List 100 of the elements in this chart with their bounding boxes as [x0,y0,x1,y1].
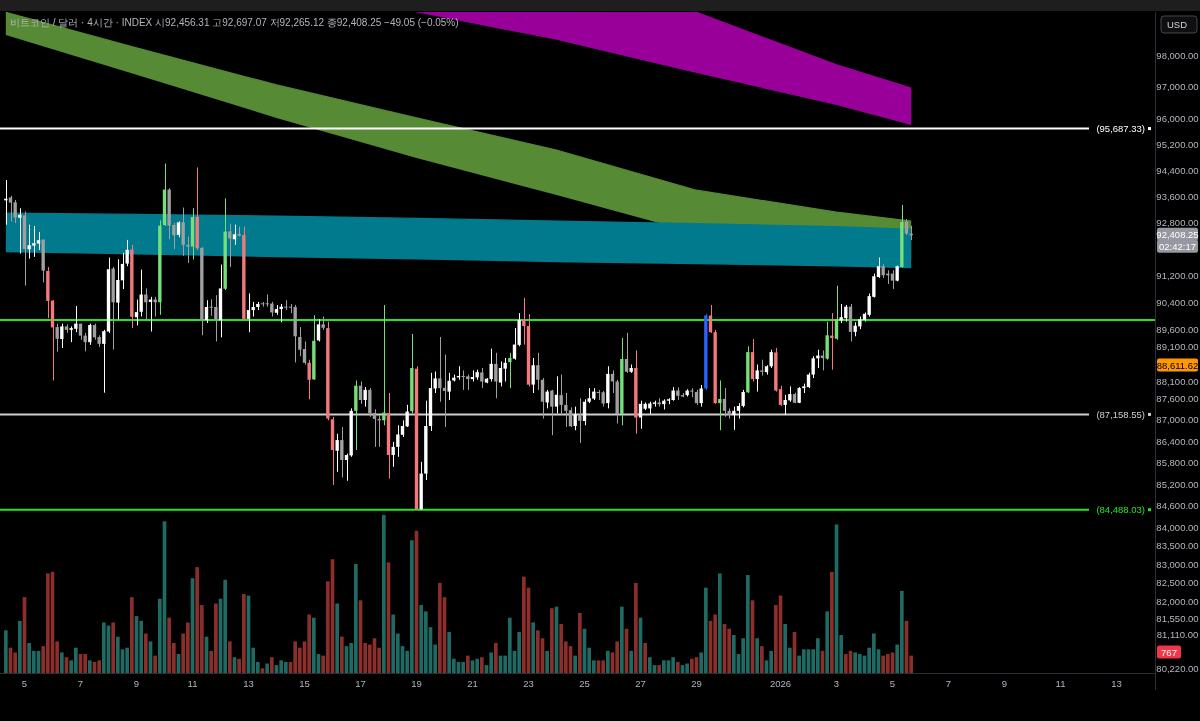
y-tick-label: 97,000.00 [1156,81,1199,93]
x-tick-label: 11 [1055,678,1066,689]
candlestick [8,195,13,222]
bar [825,611,829,673]
bar [606,650,610,673]
candlestick [522,297,526,346]
x-tick-label: 7 [945,678,952,689]
candlestick [545,389,549,409]
bar [662,660,666,673]
candlestick [228,223,232,268]
candlestick [578,397,582,444]
candlestick [246,292,251,333]
bar [830,571,834,673]
candlestick [732,406,736,431]
x-tick-label: 13 [1111,678,1122,689]
y-tick-label: 82,000.00 [1156,595,1199,607]
x-tick-label: 9 [1001,678,1008,689]
bar [223,579,227,673]
candlestick [834,285,839,341]
candlestick [531,357,535,394]
candlestick [550,389,554,436]
candlestick [307,359,311,400]
candlestick [494,352,498,399]
bar [270,657,274,673]
bar [755,638,759,673]
y-tick-label: 98,000.00 [1156,49,1199,61]
y-tick-label: 82,500.00 [1156,577,1199,589]
bar [102,622,106,673]
candlestick [503,357,507,383]
bar [88,660,92,673]
y-tick-label: 86,400.00 [1156,435,1199,447]
candlestick [564,392,568,428]
bar [265,663,269,673]
x-tick-label: 13 [243,678,254,689]
y-tick-label: 81,550.00 [1156,612,1199,624]
candlestick [204,299,209,324]
bar [531,622,535,673]
bar [480,657,484,673]
candlestick [783,394,787,416]
bar [130,597,134,673]
candlestick [438,336,442,403]
candlestick [722,387,727,418]
candlestick [335,433,339,473]
candlestick [186,236,190,264]
y-tick-label: 83,500.00 [1156,540,1199,552]
candlestick [88,323,92,346]
y-tick-label: 91,200.00 [1156,270,1199,282]
bar [643,642,647,673]
bar [13,652,17,673]
y-tick-label: 94,400.00 [1156,164,1199,176]
bar [382,515,386,673]
candlestick [508,352,512,389]
y-tick-label: 84,000.00 [1156,521,1199,533]
bar [340,636,344,673]
candlestick [363,386,367,408]
x-tick-label: 21 [467,678,478,689]
bar [335,603,339,673]
candlestick [116,258,120,320]
x-tick-label: 27 [635,678,646,689]
bar [676,661,680,673]
bar [144,633,148,673]
x-tick-label: 25 [579,678,590,689]
bar [4,630,8,673]
x-tick-label: 3 [833,678,840,689]
candlestick [498,360,503,387]
x-tick-label: 17 [355,678,366,689]
candlestick [18,207,22,255]
candlestick [340,426,344,479]
bar [461,661,465,673]
bar [615,641,619,673]
bar [620,606,624,673]
candlestick [536,352,540,391]
bar [718,573,722,673]
y-axis-title: USD [1167,19,1188,30]
candlestick [368,387,372,418]
bar [727,628,731,673]
candlestick [13,199,17,224]
bar [648,657,652,673]
candlestick [755,364,759,393]
bar [153,655,157,673]
bar [760,646,764,673]
bar [18,620,22,673]
y-tick-label: 83,000.00 [1156,558,1199,570]
bar [578,612,582,673]
candlestick [447,372,451,401]
candlestick [396,424,400,458]
text: 비트코인 / 달러 · 4시간 · INDEX 시92,456.31 고92,697.07 저92,265.12 종92,408.25 −49.05 (−0.05%) [10,17,459,28]
y-tick-label: 95,200.00 [1156,138,1199,150]
y-tick-label: 93,600.00 [1156,190,1199,202]
bar [489,652,493,673]
bar [139,620,143,673]
candlestick [480,367,484,389]
y-tick-label: 92,800.00 [1156,216,1199,228]
bar [307,614,311,673]
candlestick [302,340,307,366]
bar [550,608,554,673]
x-tick-label: 29 [691,678,702,689]
y-tick-label: 96,000.00 [1156,113,1199,125]
x-tick-label: 5 [21,678,28,689]
bar [438,582,442,673]
